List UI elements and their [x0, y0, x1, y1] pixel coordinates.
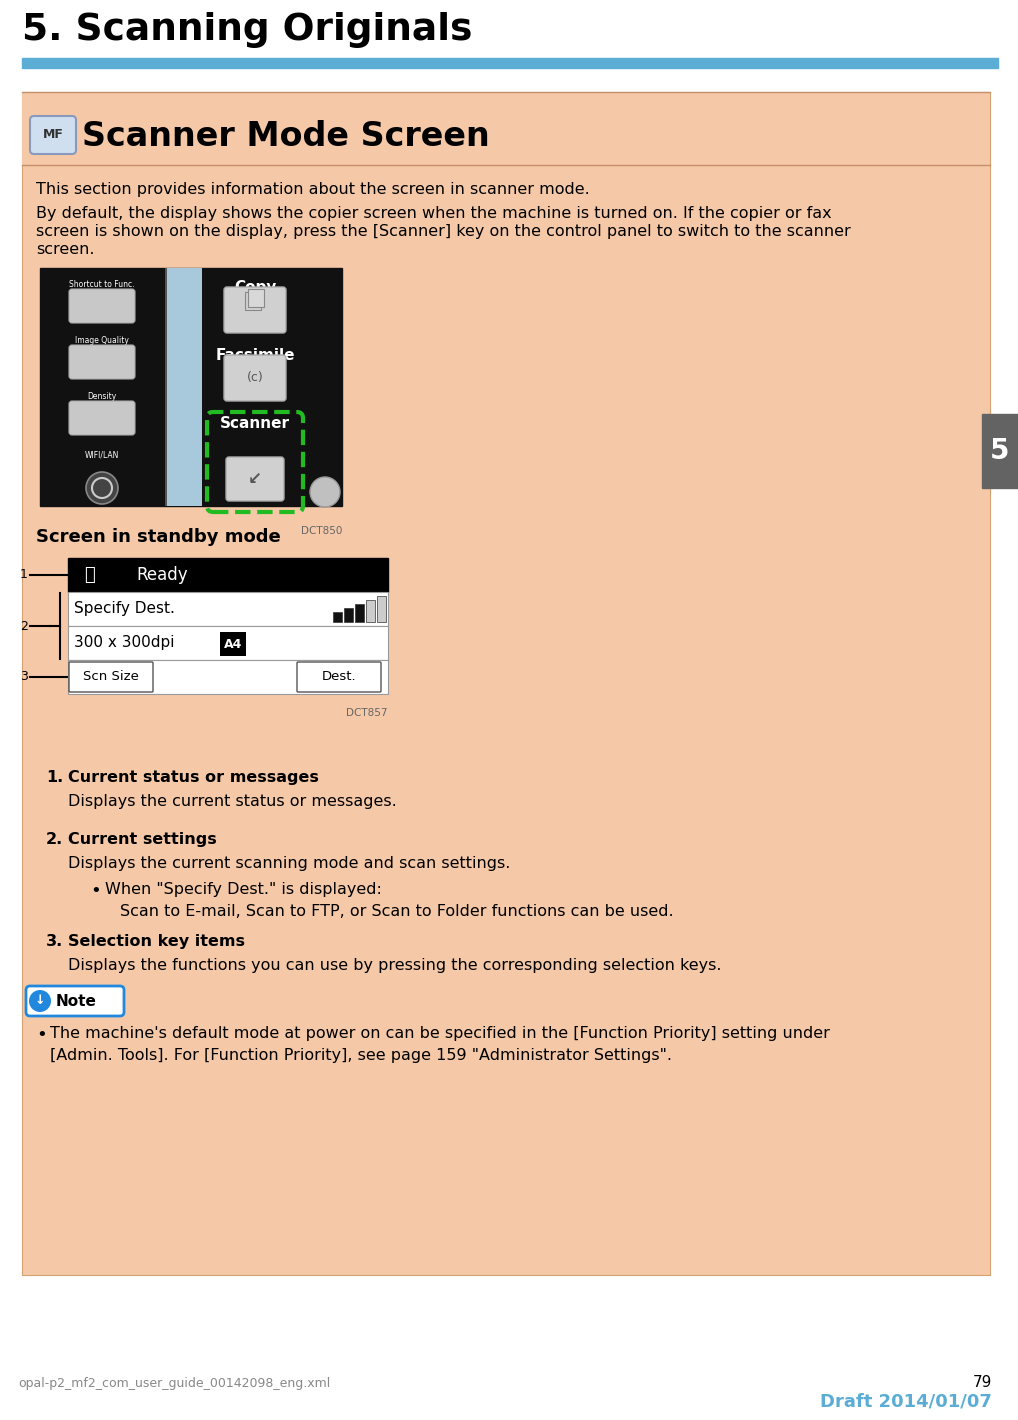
Bar [220, 632, 246, 656]
Bar [68, 592, 388, 626]
Bar [165, 268, 167, 506]
Text: 3.: 3. [46, 934, 63, 949]
Bar [366, 601, 375, 622]
Bar [68, 558, 388, 592]
Text: When "Specify Dest." is displayed:: When "Specify Dest." is displayed: [105, 882, 382, 897]
Bar [982, 415, 1018, 488]
Text: Dest.: Dest. [322, 670, 356, 683]
Bar [40, 268, 342, 506]
Text: 2: 2 [20, 619, 27, 632]
FancyBboxPatch shape [69, 662, 153, 692]
Text: 1.: 1. [46, 770, 63, 785]
Text: (c): (c) [246, 372, 264, 385]
Text: DCT857: DCT857 [346, 709, 388, 719]
Text: Selection key items: Selection key items [68, 934, 245, 949]
Text: Current settings: Current settings [68, 832, 217, 846]
Text: Facsimile: Facsimile [215, 348, 295, 364]
FancyBboxPatch shape [30, 116, 76, 153]
Text: Shortcut to Func.: Shortcut to Func. [69, 280, 134, 290]
Text: 79: 79 [972, 1375, 992, 1390]
Circle shape [310, 477, 340, 507]
Bar [344, 608, 353, 622]
Text: 2.: 2. [46, 832, 63, 846]
Text: 1: 1 [20, 568, 27, 582]
Text: Scan to E-mail, Scan to FTP, or Scan to Folder functions can be used.: Scan to E-mail, Scan to FTP, or Scan to … [120, 905, 674, 919]
Text: [Admin. Tools]. For [Function Priority], see page 159 "Administrator Settings".: [Admin. Tools]. For [Function Priority],… [50, 1048, 672, 1064]
Bar [68, 660, 388, 694]
Text: Draft 2014/01/07: Draft 2014/01/07 [821, 1392, 992, 1410]
Bar [248, 290, 264, 307]
Bar [377, 596, 386, 622]
Text: Displays the functions you can use by pressing the corresponding selection keys.: Displays the functions you can use by pr… [68, 959, 722, 973]
Text: ⏻: ⏻ [84, 567, 96, 584]
Text: •: • [90, 882, 101, 900]
FancyBboxPatch shape [69, 290, 135, 322]
Text: Current status or messages: Current status or messages [68, 770, 319, 785]
Text: 300 x 300dpi: 300 x 300dpi [74, 636, 174, 650]
Text: 3: 3 [20, 670, 27, 683]
Text: Copy: Copy [234, 280, 276, 295]
Text: Ready: Ready [136, 567, 187, 584]
Text: 5: 5 [991, 437, 1010, 464]
Text: Displays the current scanning mode and scan settings.: Displays the current scanning mode and s… [68, 856, 510, 870]
FancyBboxPatch shape [297, 662, 381, 692]
Text: Scanner: Scanner [220, 416, 290, 432]
Circle shape [86, 471, 118, 504]
FancyBboxPatch shape [69, 345, 135, 379]
Text: Scanner Mode Screen: Scanner Mode Screen [82, 121, 490, 153]
FancyBboxPatch shape [226, 457, 284, 501]
Text: Note: Note [56, 994, 97, 1008]
Bar [167, 268, 202, 506]
Text: ↓: ↓ [35, 994, 45, 1008]
Bar [22, 58, 998, 68]
Bar [355, 604, 364, 622]
Bar [22, 92, 989, 1275]
Text: 5. Scanning Originals: 5. Scanning Originals [22, 11, 472, 48]
Bar [245, 293, 261, 310]
Text: Scn Size: Scn Size [83, 670, 138, 683]
Text: DCT850: DCT850 [300, 525, 342, 535]
Text: A4: A4 [224, 638, 242, 650]
Text: Displays the current status or messages.: Displays the current status or messages. [68, 794, 397, 809]
Text: screen is shown on the display, press the [Scanner] key on the control panel to : screen is shown on the display, press th… [36, 224, 851, 239]
Text: This section provides information about the screen in scanner mode.: This section provides information about … [36, 182, 589, 197]
FancyBboxPatch shape [26, 985, 124, 1015]
Bar [333, 612, 342, 622]
Text: Specify Dest.: Specify Dest. [74, 602, 175, 616]
Text: WIFI/LAN: WIFI/LAN [84, 450, 119, 459]
Bar [68, 626, 388, 660]
Circle shape [29, 990, 51, 1012]
Text: MF: MF [43, 128, 63, 142]
Text: Density: Density [88, 392, 117, 400]
FancyBboxPatch shape [224, 287, 286, 334]
Text: By default, the display shows the copier screen when the machine is turned on. I: By default, the display shows the copier… [36, 206, 832, 222]
Text: •: • [36, 1027, 47, 1044]
Bar [22, 92, 989, 165]
Text: Screen in standby mode: Screen in standby mode [36, 528, 281, 547]
Text: Image Quality: Image Quality [75, 337, 129, 345]
FancyBboxPatch shape [224, 355, 286, 400]
Text: ↙: ↙ [248, 470, 262, 488]
Text: opal-p2_mf2_com_user_guide_00142098_eng.xml: opal-p2_mf2_com_user_guide_00142098_eng.… [18, 1377, 330, 1390]
FancyBboxPatch shape [69, 400, 135, 435]
Text: screen.: screen. [36, 241, 95, 257]
Text: The machine's default mode at power on can be specified in the [Function Priorit: The machine's default mode at power on c… [50, 1027, 830, 1041]
